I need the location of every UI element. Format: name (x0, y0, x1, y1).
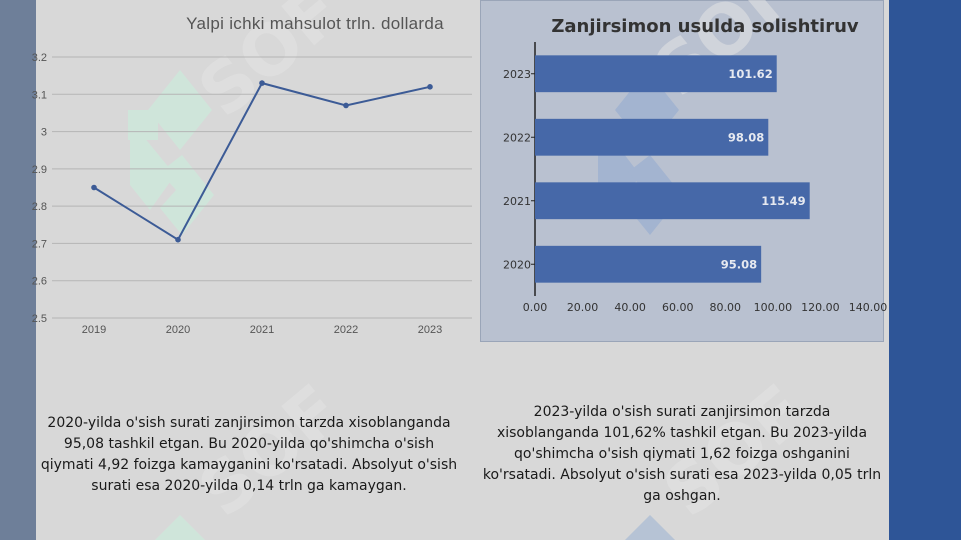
left-side-band (0, 0, 36, 540)
bar-x-tick-label: 0.00 (523, 301, 548, 314)
bar-x-tick-label: 20.00 (567, 301, 599, 314)
line-point (175, 236, 181, 243)
line-point (343, 102, 349, 109)
bar (535, 245, 762, 283)
bar-y-tick-label: 2021 (503, 195, 531, 208)
bar-value-label: 101.62 (728, 67, 772, 81)
line-point (91, 184, 97, 191)
line-x-tick-label: 2020 (166, 324, 190, 336)
line-point (259, 80, 265, 86)
line-y-tick-label: 2.7 (32, 238, 47, 250)
line-x-tick-label: 2023 (418, 324, 442, 336)
line-point (427, 84, 433, 90)
bar-x-tick-label: 140.00 (849, 301, 888, 314)
bar-y-tick-label: 2022 (503, 131, 531, 144)
bar-x-tick-label: 60.00 (662, 301, 694, 314)
right-side-band (889, 0, 961, 540)
bar-y-tick-label: 2020 (503, 258, 531, 271)
bar-x-tick-label: 120.00 (801, 301, 840, 314)
line-y-tick-label: 3.1 (32, 89, 47, 101)
line-x-tick-label: 2019 (82, 324, 106, 336)
caption-right: 2023-yilda o'sish surati zanjirsimon tar… (482, 404, 882, 504)
bar-value-label: 98.08 (728, 130, 764, 144)
bar-value-label: 115.49 (761, 194, 805, 208)
bar (535, 55, 777, 93)
bar (535, 182, 810, 220)
line-chart-title: Yalpi ichki mahsulot trln. dollarda (186, 14, 444, 33)
bar-x-tick-label: 100.00 (754, 301, 793, 314)
bar-chart-title: Zanjirsimon usulda solishtiruv (551, 16, 859, 37)
line-y-tick-label: 2.8 (32, 201, 47, 213)
bar (535, 118, 769, 156)
line-y-tick-label: 2.6 (32, 276, 47, 288)
line-y-tick-label: 2.5 (32, 313, 47, 325)
bar-value-label: 95.08 (721, 257, 757, 271)
line-y-tick-label: 3.2 (32, 52, 47, 64)
bar-x-tick-label: 40.00 (614, 301, 646, 314)
bar-y-tick-label: 2023 (503, 68, 531, 81)
line-x-tick-label: 2022 (334, 324, 358, 336)
line-y-tick-label: 3 (41, 127, 47, 139)
line-x-tick-label: 2021 (250, 324, 274, 336)
caption-left: 2020-yilda o'sish surati zanjirsimon tar… (40, 415, 458, 494)
line-y-tick-label: 2.9 (32, 164, 47, 176)
bar-x-tick-label: 80.00 (710, 301, 742, 314)
